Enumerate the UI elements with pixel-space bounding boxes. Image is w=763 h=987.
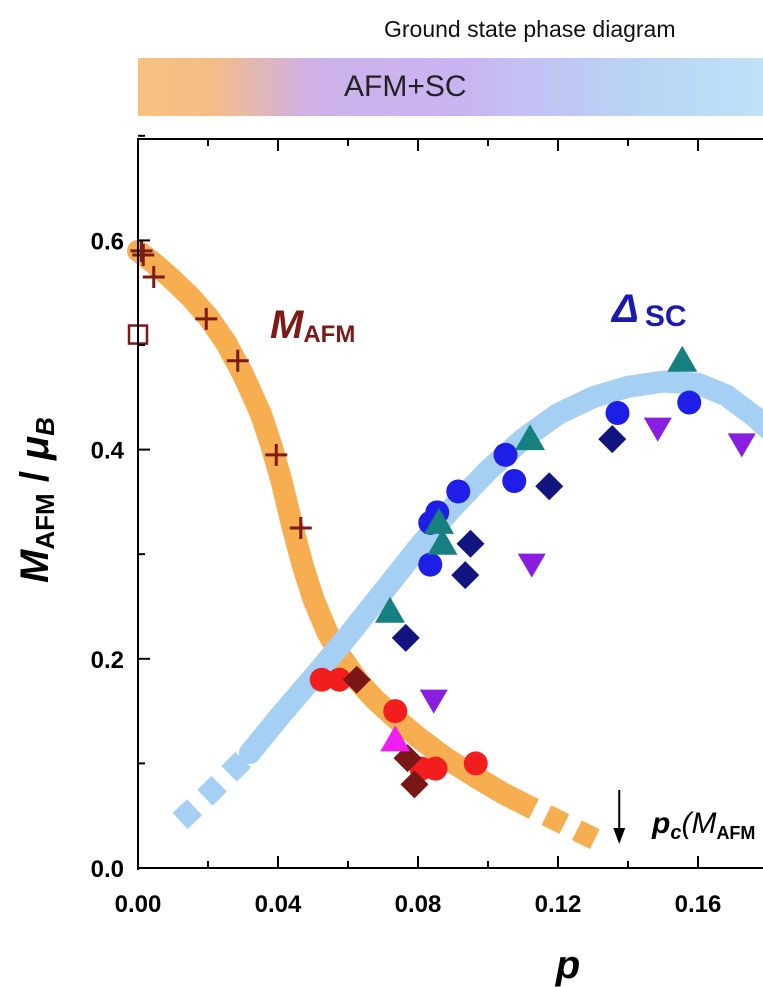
point-s1-2 (132, 244, 155, 267)
point-s7-2 (424, 507, 454, 534)
point-s3-1 (309, 667, 334, 692)
pc-annotation: pc(MAFM (613, 790, 755, 844)
point-s7-1 (375, 596, 405, 623)
point-s4-1 (342, 665, 371, 694)
point-s1-5 (226, 349, 249, 372)
point-s6-2 (451, 561, 480, 590)
point-s9-1 (380, 725, 411, 752)
x-tick-label-5: 0.16 (675, 891, 722, 918)
point-s5-5 (493, 442, 518, 467)
point-s3-2 (327, 667, 352, 692)
point-s1-1 (130, 239, 153, 262)
point-s5-1 (418, 552, 443, 577)
x-tick-label-3: 0.08 (395, 891, 442, 918)
y-tick-label-1: 0.0 (91, 856, 124, 883)
data-points (127, 239, 756, 799)
m-afm-annotation: MAFM (270, 303, 355, 348)
point-s7-3 (427, 528, 458, 555)
y-axis-label: MAFM / μB (13, 417, 60, 583)
delta-sc-annotation: Δ SC (610, 287, 687, 333)
point-s1-3 (142, 266, 165, 289)
x-tick-label-2: 0.04 (255, 891, 302, 918)
trend-curve-2-dashed (172, 745, 258, 829)
point-s3-5 (423, 756, 448, 781)
phase-band-label: AFM+SC (344, 70, 467, 103)
y-tick-label-3: 0.4 (91, 438, 125, 465)
y-tick-label-4: 0.6 (91, 228, 124, 255)
pc-label: pc(MAFM (651, 807, 755, 844)
point-s6-5 (598, 425, 627, 454)
point-s3-3 (383, 699, 408, 724)
trend-curve-1-solid (127, 239, 527, 811)
ticks: 0.00 0.04 0.08 0.12 0.16 0.0 0.2 0.4 0.6 (91, 134, 722, 918)
point-s6-3 (456, 529, 485, 558)
chart-title: Ground state phase diagram (384, 16, 676, 42)
pc-arrow-head (613, 828, 626, 844)
point-s8-2 (517, 553, 546, 578)
point-s6-4 (535, 472, 564, 501)
point-s1-6 (265, 443, 288, 466)
trend-curve-2-solid (239, 370, 763, 764)
phase-band: AFM+SC (138, 58, 763, 116)
point-s1-4 (195, 307, 218, 330)
x-tick-label-1: 0.00 (115, 891, 162, 918)
point-s8-3 (643, 417, 672, 442)
point-s7-4 (515, 424, 545, 451)
y-tick-label-2: 0.2 (91, 647, 124, 674)
axes (137, 138, 763, 870)
point-s5-7 (605, 400, 630, 425)
point-s1-7 (289, 517, 312, 540)
trend-curve-1-dashed (511, 790, 612, 855)
point-s8-4 (727, 433, 756, 458)
point-s5-8 (677, 390, 702, 415)
x-axis-label: p (555, 943, 580, 987)
point-s8-1 (419, 689, 448, 714)
point-s3-6 (463, 751, 488, 776)
point-s7-5 (667, 345, 698, 372)
x-tick-label-4: 0.12 (535, 891, 582, 918)
point-s6-1 (391, 623, 420, 652)
point-s4-3 (400, 770, 429, 799)
point-s5-6 (502, 468, 527, 493)
point-s5-4 (446, 479, 471, 504)
